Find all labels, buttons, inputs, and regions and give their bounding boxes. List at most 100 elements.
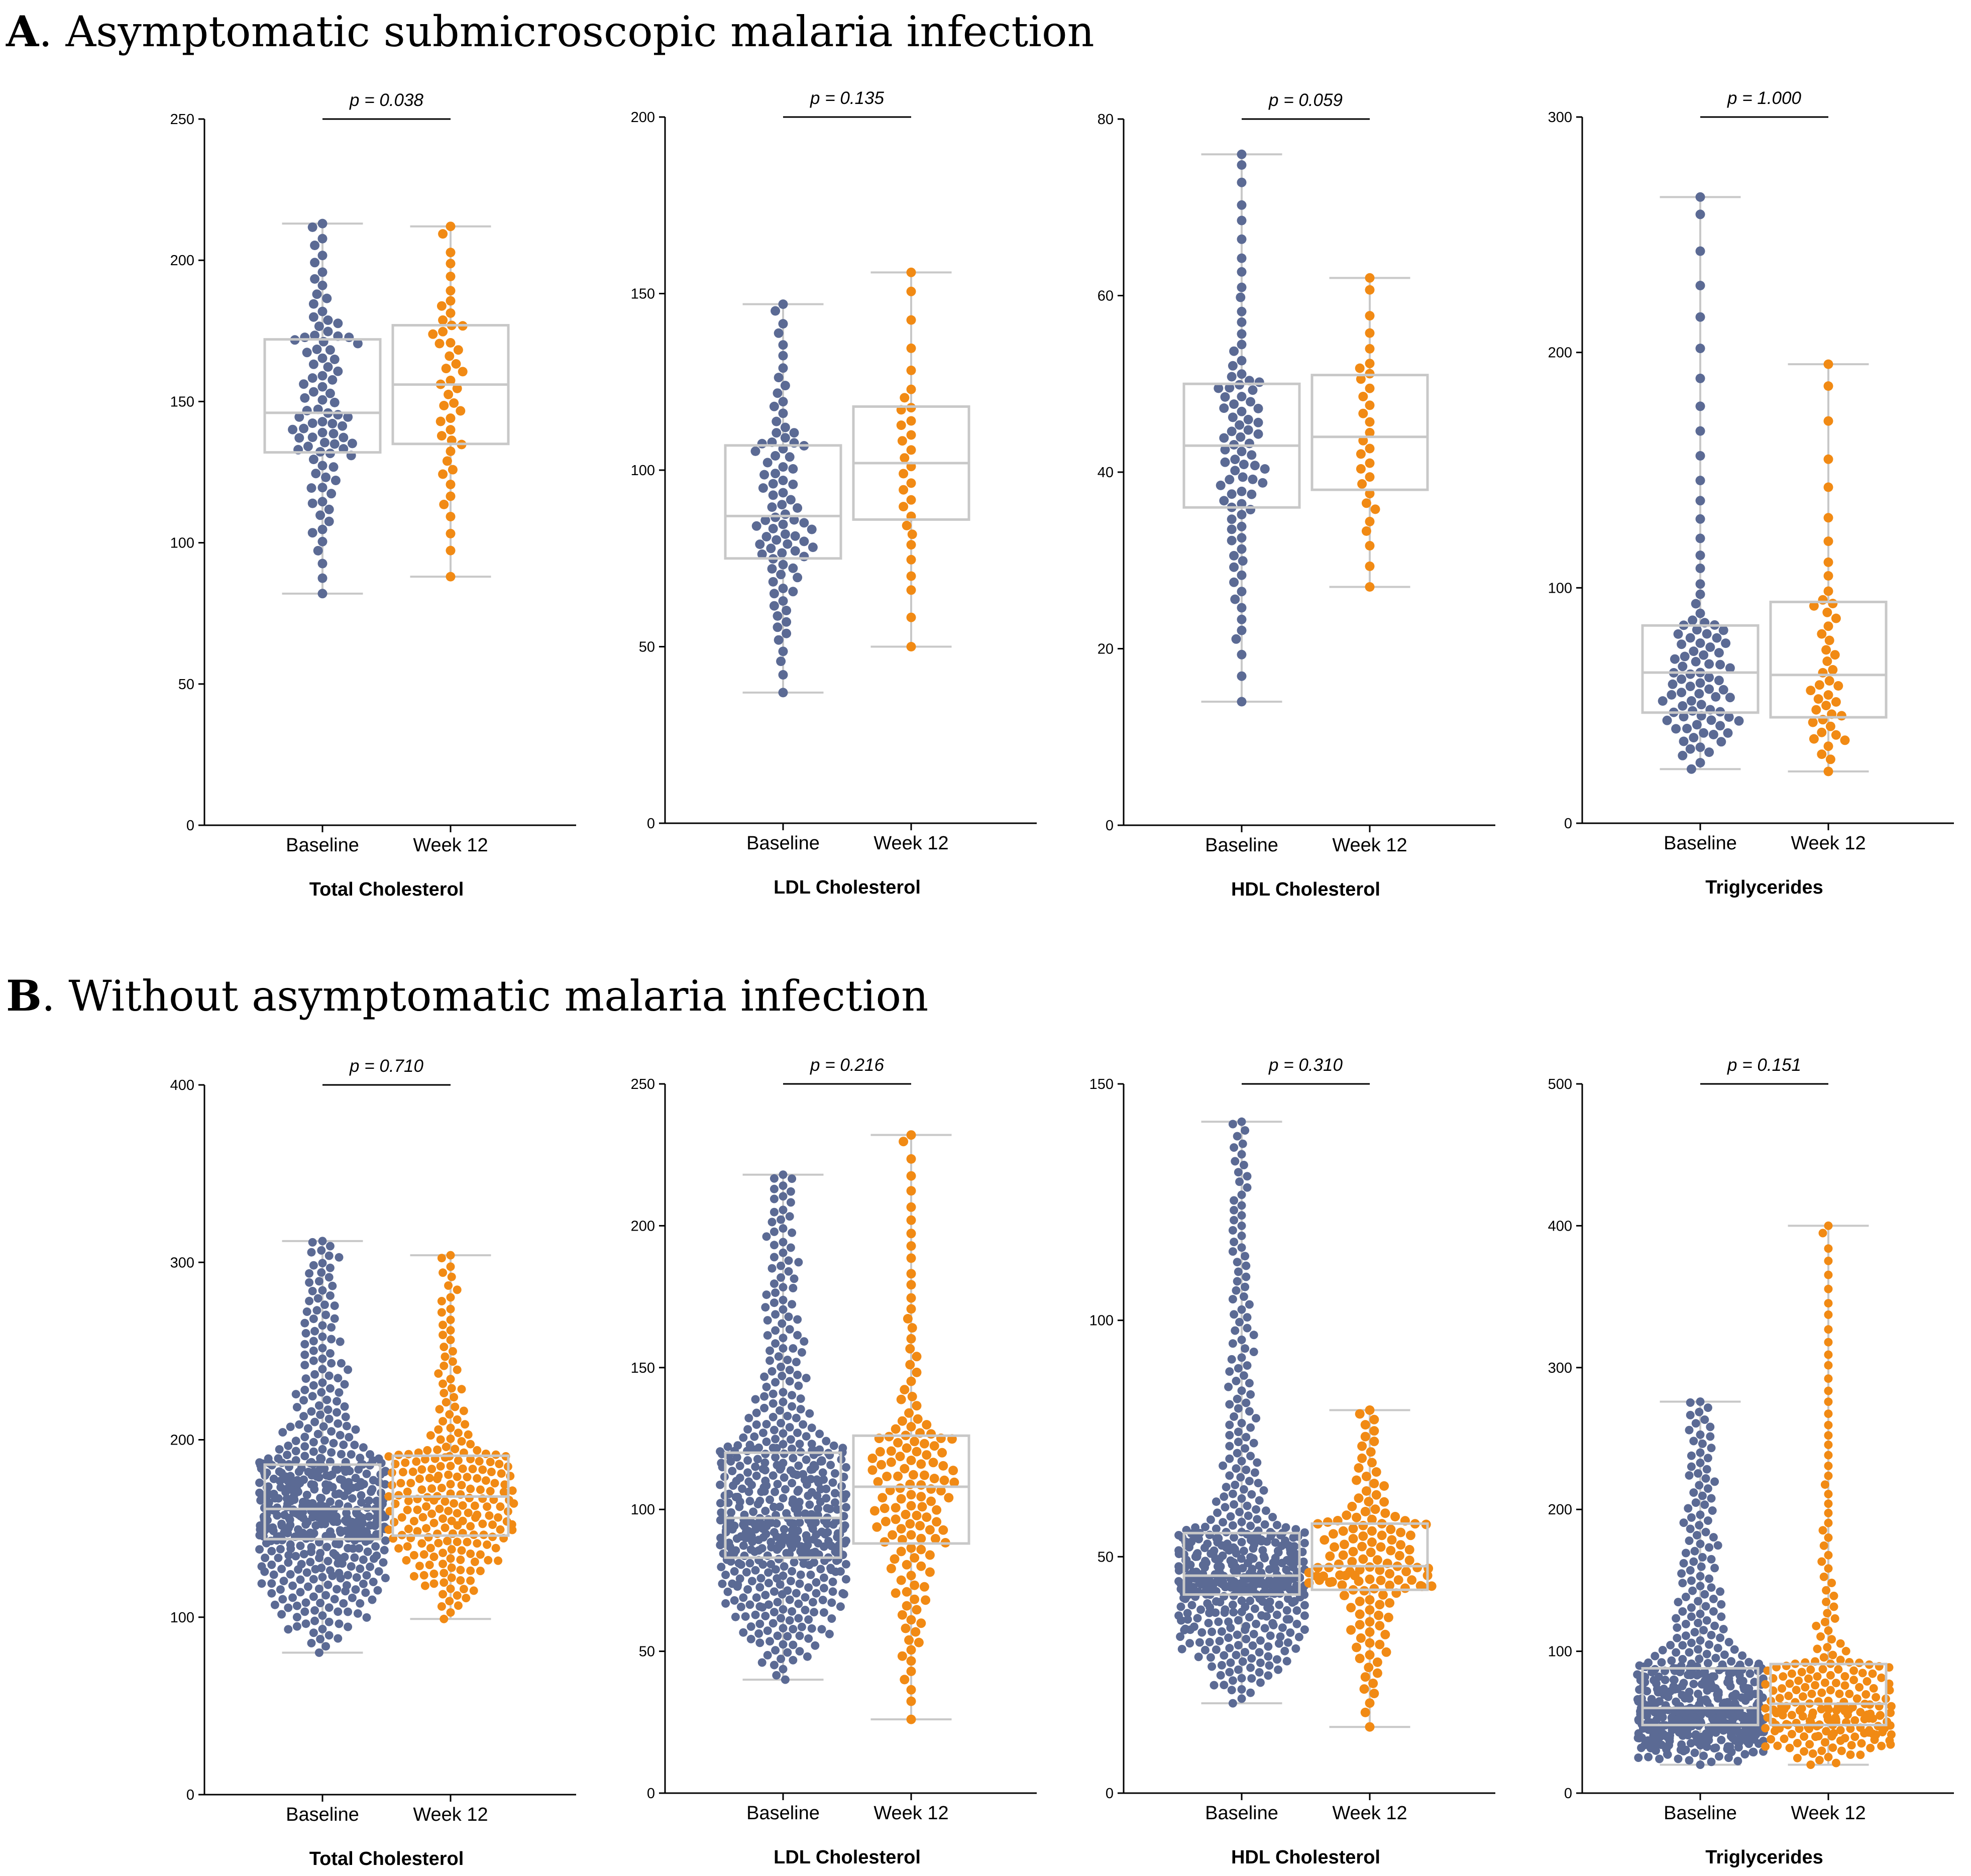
data-point bbox=[770, 1184, 779, 1193]
data-point bbox=[309, 1628, 318, 1637]
y-tick-label: 150 bbox=[170, 394, 194, 410]
data-point bbox=[1734, 716, 1744, 726]
data-point bbox=[322, 293, 332, 303]
data-point bbox=[299, 379, 309, 389]
data-point bbox=[812, 1589, 821, 1598]
data-point bbox=[1237, 486, 1247, 496]
data-point bbox=[1794, 1676, 1803, 1685]
data-point bbox=[1256, 1659, 1265, 1667]
data-point bbox=[1673, 1633, 1682, 1642]
data-point bbox=[1245, 1613, 1254, 1622]
data-point bbox=[363, 1503, 372, 1512]
data-point bbox=[1383, 1612, 1393, 1622]
data-point bbox=[833, 1505, 842, 1514]
data-point bbox=[1365, 400, 1375, 410]
data-point bbox=[769, 1619, 778, 1628]
data-point bbox=[468, 1465, 477, 1474]
data-point bbox=[1824, 1551, 1833, 1560]
data-point bbox=[1231, 1326, 1240, 1335]
data-point bbox=[906, 1280, 916, 1290]
data-point bbox=[299, 1412, 308, 1421]
data-point bbox=[1734, 1743, 1743, 1752]
data-point bbox=[453, 1509, 462, 1518]
series-baseline bbox=[255, 1237, 390, 1657]
data-point bbox=[1264, 1671, 1273, 1680]
data-point bbox=[793, 1370, 802, 1379]
data-point bbox=[325, 1263, 335, 1272]
data-point bbox=[1674, 1598, 1683, 1607]
data-point bbox=[795, 1647, 804, 1656]
x-tick-label: Week 12 bbox=[1332, 835, 1407, 856]
data-point bbox=[732, 1453, 741, 1462]
data-point bbox=[348, 1494, 357, 1503]
data-point bbox=[307, 418, 317, 428]
data-point bbox=[1228, 1699, 1237, 1708]
data-point bbox=[1817, 1557, 1826, 1566]
data-point bbox=[437, 1484, 446, 1492]
data-point bbox=[333, 1465, 342, 1474]
data-point bbox=[1369, 1437, 1379, 1447]
data-point bbox=[434, 1538, 443, 1548]
data-point bbox=[1726, 1682, 1735, 1691]
data-point bbox=[1724, 1637, 1733, 1646]
data-point bbox=[916, 1480, 926, 1490]
data-point bbox=[1657, 1658, 1666, 1667]
data-point bbox=[438, 326, 448, 337]
data-point bbox=[317, 395, 327, 405]
data-point bbox=[841, 1575, 850, 1584]
data-point bbox=[419, 1550, 428, 1559]
data-point bbox=[1195, 1638, 1204, 1647]
data-point bbox=[1816, 1632, 1825, 1641]
data-point bbox=[288, 424, 298, 434]
data-point bbox=[1246, 1452, 1255, 1461]
data-point bbox=[327, 1359, 336, 1368]
data-point bbox=[1709, 1594, 1718, 1603]
data-point bbox=[1700, 1590, 1709, 1599]
data-point bbox=[1220, 1608, 1229, 1617]
data-point bbox=[771, 1487, 780, 1496]
data-point bbox=[906, 1543, 916, 1553]
data-point bbox=[1685, 669, 1695, 679]
data-point bbox=[323, 1580, 333, 1589]
data-point bbox=[1385, 1569, 1395, 1579]
data-point bbox=[1229, 562, 1239, 572]
data-point bbox=[778, 462, 788, 472]
data-point bbox=[446, 248, 456, 258]
data-point bbox=[1358, 1520, 1368, 1530]
data-point bbox=[761, 1506, 770, 1515]
data-point bbox=[351, 1585, 360, 1594]
data-point bbox=[757, 438, 767, 449]
data-point bbox=[886, 1446, 896, 1456]
data-point bbox=[478, 1519, 487, 1528]
data-point bbox=[426, 1431, 435, 1440]
data-point bbox=[439, 1331, 448, 1340]
data-point bbox=[1761, 1724, 1770, 1733]
data-point bbox=[1227, 1686, 1236, 1695]
data-point bbox=[1282, 1657, 1291, 1666]
data-point bbox=[774, 373, 784, 383]
data-point bbox=[1237, 1222, 1246, 1230]
data-point bbox=[1280, 1646, 1289, 1656]
data-point bbox=[1792, 1686, 1801, 1695]
data-point bbox=[778, 299, 788, 309]
data-point bbox=[1678, 661, 1688, 672]
x-axis-title: HDL Cholesterol bbox=[1231, 879, 1380, 900]
data-point bbox=[261, 1554, 270, 1563]
data-point bbox=[435, 416, 446, 426]
data-point bbox=[1830, 650, 1840, 660]
data-point bbox=[1840, 1672, 1849, 1681]
data-point bbox=[1360, 1431, 1370, 1442]
data-point bbox=[905, 1344, 915, 1354]
data-point bbox=[902, 1560, 912, 1570]
data-point bbox=[819, 1542, 828, 1551]
data-point bbox=[772, 1671, 781, 1680]
data-point bbox=[1294, 1632, 1303, 1641]
data-point bbox=[1704, 747, 1714, 757]
data-point bbox=[302, 1490, 311, 1499]
data-point bbox=[841, 1463, 850, 1472]
data-point bbox=[891, 1503, 901, 1513]
y-tick-label: 100 bbox=[1089, 1313, 1114, 1329]
p-value-label: p = 0.038 bbox=[349, 90, 423, 110]
data-point bbox=[1707, 1630, 1716, 1639]
data-point bbox=[786, 1243, 795, 1252]
